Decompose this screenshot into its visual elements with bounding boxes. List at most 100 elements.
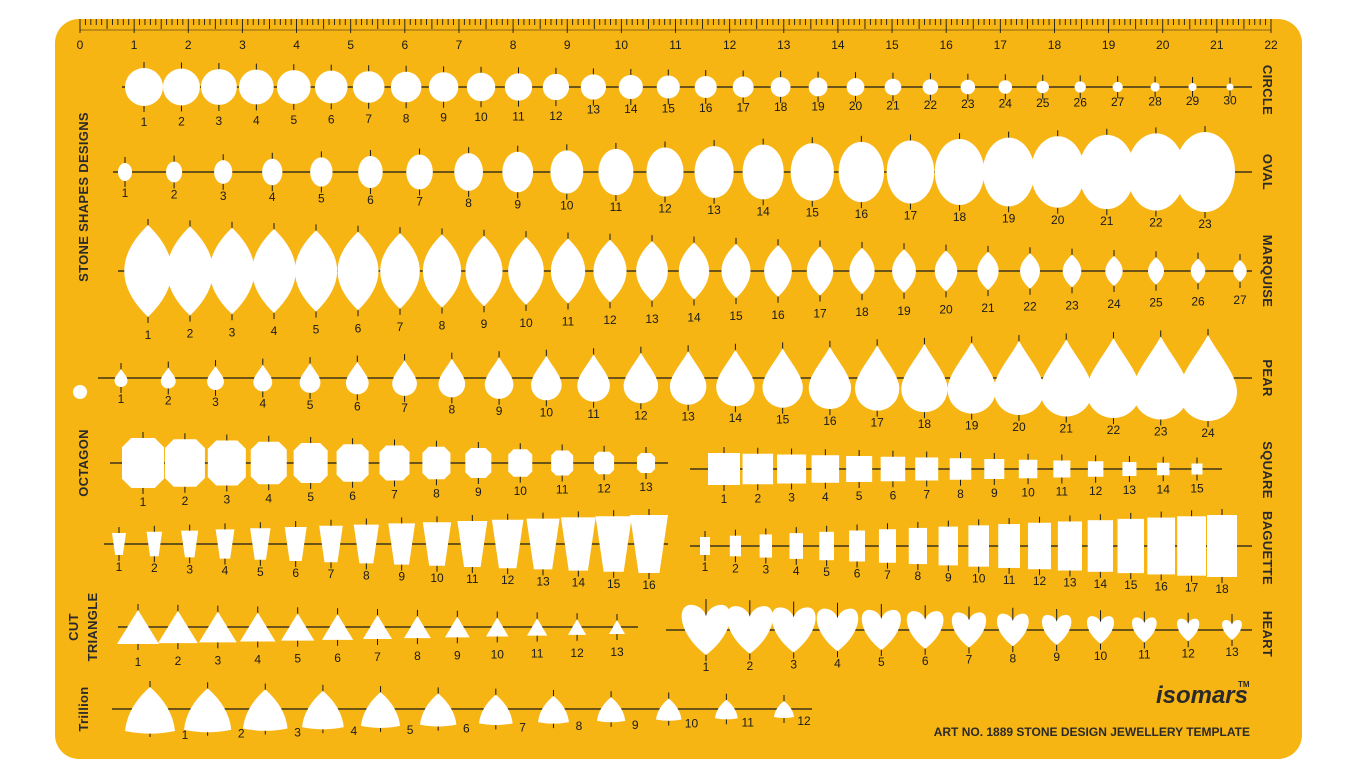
circle-stone <box>922 79 939 95</box>
marquise-stone <box>1233 260 1247 282</box>
cut-triangle-number: 3 <box>214 653 221 667</box>
baguette-number: 9 <box>945 570 952 584</box>
heart-number: 2 <box>746 659 753 673</box>
cut-triangle-number: 11 <box>531 647 544 661</box>
circle-stone <box>1036 80 1049 94</box>
baguette-stone <box>729 535 741 557</box>
circle-stone <box>314 70 348 104</box>
trillion-stone <box>125 687 175 734</box>
heart-stone <box>1132 617 1157 643</box>
pear-number: 4 <box>259 396 266 410</box>
cut-triangle-number: 8 <box>414 649 421 663</box>
marquise-stone <box>124 225 172 317</box>
marquise-number: 22 <box>1023 300 1037 314</box>
trillion-stone <box>479 694 513 726</box>
circle-number: 3 <box>216 114 223 128</box>
marquise-stone <box>764 245 792 297</box>
cut-triangle-stone <box>404 615 431 639</box>
circle-number: 24 <box>999 97 1013 111</box>
ruler-label: 17 <box>994 38 1008 52</box>
heart-stone <box>861 609 901 650</box>
marquise-stone <box>892 249 916 293</box>
ruler-label: 14 <box>831 38 845 52</box>
circle-stone <box>998 80 1013 94</box>
circle-stone <box>808 77 828 97</box>
marquise-stone <box>934 250 958 292</box>
marquise-stone <box>678 242 710 300</box>
oval-stone <box>598 148 634 196</box>
heart-number: 12 <box>1181 646 1195 660</box>
oval-number: 14 <box>757 204 771 218</box>
marquise-stone <box>550 238 586 304</box>
oval-stone <box>886 140 935 204</box>
oval-number: 16 <box>855 207 869 221</box>
baguette-number: 12 <box>1033 574 1047 588</box>
octagon-stone <box>594 451 615 475</box>
heart-stone <box>1086 616 1115 644</box>
heart-number: 13 <box>1225 645 1239 659</box>
oval-stone <box>262 158 283 186</box>
ruler-label: 4 <box>293 38 300 52</box>
octagon-stone <box>293 443 328 483</box>
octagon-stone <box>551 450 574 476</box>
baguette-stone <box>1117 518 1144 574</box>
heart-number: 7 <box>966 653 973 667</box>
pear-stone <box>993 340 1045 416</box>
marquise-number: 11 <box>562 315 575 329</box>
oval-stone <box>1030 136 1085 208</box>
circle-number: 18 <box>774 100 788 114</box>
trillion-stone <box>420 693 457 727</box>
trillion-number: 8 <box>576 719 583 733</box>
marquise-number: 21 <box>981 301 995 315</box>
baguette-stone <box>998 524 1020 568</box>
cut-triangle-label-line1: CUT <box>66 613 81 641</box>
cut-triangle-number: 9 <box>454 648 461 662</box>
baguette-stone <box>789 533 803 559</box>
circle-number: 7 <box>365 112 372 126</box>
oval-number: 18 <box>953 210 967 224</box>
tapered-baguette-number: 7 <box>328 567 335 581</box>
square-stone <box>742 453 774 485</box>
baguette-number: 7 <box>884 568 891 582</box>
pear-stone <box>484 357 514 399</box>
circle-stone <box>1188 82 1197 92</box>
circle-stone <box>1150 82 1160 92</box>
oval-number: 22 <box>1149 216 1163 230</box>
cut-triangle-stone <box>363 615 392 639</box>
trillion-number: 3 <box>294 725 301 739</box>
oval-stone <box>1126 133 1185 211</box>
cut-triangle-stone <box>609 620 625 634</box>
baguette-number: 5 <box>823 565 830 579</box>
oval-stone <box>502 151 534 193</box>
circle-number: 16 <box>699 101 713 115</box>
trillion-number: 6 <box>463 722 470 736</box>
marquise-stone <box>849 247 875 295</box>
pear-number: 6 <box>354 399 361 413</box>
tapered-baguette-stone <box>353 524 379 564</box>
hanging-hole <box>73 385 87 399</box>
baguette-stone <box>819 531 834 561</box>
marquise-number: 15 <box>729 309 743 323</box>
baguette-number: 2 <box>732 561 739 575</box>
octagon-row-label: OCTAGON <box>76 429 91 497</box>
ruler: 0 1 2 3 4 5 6 7 8 9 10 11 12 13 14 15 16 17 18 19 20 21 22 <box>77 19 1278 52</box>
marquise-number: 4 <box>271 324 278 338</box>
circle-number: 22 <box>924 98 938 112</box>
octagon-number: 10 <box>514 484 528 498</box>
octagon-number: 9 <box>475 485 482 499</box>
octagon-number: 5 <box>307 490 314 504</box>
octagon-stone <box>422 446 451 480</box>
square-number: 7 <box>923 488 930 502</box>
heart-stone <box>906 611 944 649</box>
marquise-number: 17 <box>813 306 827 320</box>
trillion-row-label: Trillion <box>76 686 91 731</box>
pear-number: 20 <box>1012 420 1026 434</box>
octagon-number: 8 <box>433 486 440 500</box>
square-number: 8 <box>957 487 964 501</box>
ruler-label: 15 <box>885 38 899 52</box>
tapered-baguette-number: 8 <box>363 568 370 582</box>
baguette-stone <box>849 530 865 562</box>
baguette-number: 18 <box>1215 582 1229 596</box>
pear-stone <box>1086 337 1141 419</box>
marquise-row-label: MARQUISE <box>1260 235 1275 307</box>
